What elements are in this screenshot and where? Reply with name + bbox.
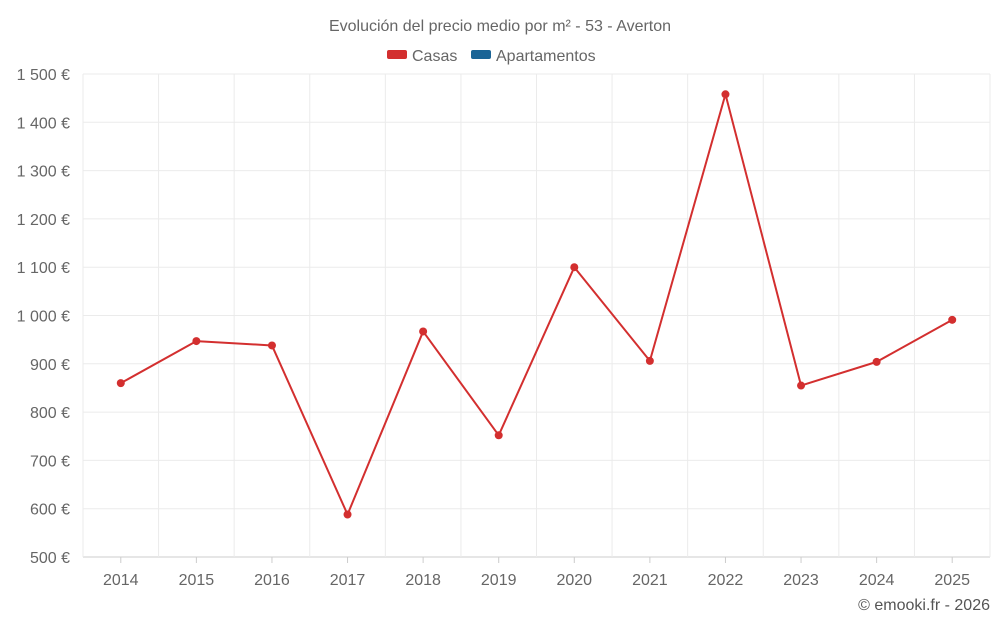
y-tick-label: 800 €: [30, 405, 70, 422]
data-point-casas-2023[interactable]: [797, 381, 806, 390]
legend-label-apartamentos: Apartamentos: [496, 48, 596, 65]
data-point-casas-2014[interactable]: [116, 379, 125, 388]
data-point-casas-2024[interactable]: [872, 357, 881, 366]
y-tick-label: 700 €: [30, 453, 70, 470]
y-tick-label: 1 000 €: [17, 309, 70, 326]
x-tick-label: 2018: [405, 572, 441, 589]
legend-item-casas[interactable]: Casas: [387, 48, 457, 65]
x-tick-label: 2024: [859, 572, 895, 589]
grid-lines: [82, 73, 991, 558]
data-point-casas-2017[interactable]: [343, 510, 352, 519]
x-tick-label: 2019: [481, 572, 517, 589]
x-tick-label: 2014: [103, 572, 139, 589]
x-axis-ticks: 2014 2015 2016 2017 2018 2019 2020 2021 2022 2023…: [103, 557, 970, 589]
legend-item-apartamentos[interactable]: Apartamentos: [471, 48, 596, 65]
data-point-casas-2020[interactable]: [570, 263, 579, 272]
y-tick-label: 500 €: [30, 550, 70, 567]
data-point-casas-2021[interactable]: [645, 356, 654, 365]
y-axis-ticks: 500 € 600 € 700 € 800 € 900 € 1 000 € 1 100 € 1…: [17, 67, 70, 567]
data-point-casas-2016[interactable]: [267, 341, 276, 350]
x-tick-label: 2025: [934, 572, 970, 589]
data-point-casas-2015[interactable]: [192, 337, 201, 346]
x-tick-label: 2021: [632, 572, 668, 589]
legend-swatch-casas: [387, 50, 407, 59]
data-point-casas-2019[interactable]: [494, 431, 503, 440]
y-tick-label: 1 400 €: [17, 115, 70, 132]
x-tick-label: 2017: [330, 572, 366, 589]
data-point-casas-2018[interactable]: [419, 327, 428, 336]
series-casas: [116, 90, 957, 519]
chart-title: Evolución del precio medio por m² - 53 -…: [329, 18, 671, 35]
legend: Casas Apartamentos: [387, 48, 596, 65]
y-tick-label: 1 300 €: [17, 164, 70, 181]
y-tick-label: 900 €: [30, 357, 70, 374]
x-tick-label: 2016: [254, 572, 290, 589]
y-tick-label: 1 200 €: [17, 212, 70, 229]
x-tick-label: 2015: [179, 572, 215, 589]
y-tick-label: 1 100 €: [17, 260, 70, 277]
x-tick-label: 2023: [783, 572, 819, 589]
credit-text: © emooki.fr - 2026: [858, 597, 990, 614]
y-tick-label: 1 500 €: [17, 67, 70, 84]
legend-label-casas: Casas: [412, 48, 457, 65]
x-tick-label: 2020: [556, 572, 592, 589]
y-tick-label: 600 €: [30, 502, 70, 519]
x-tick-label: 2022: [708, 572, 744, 589]
data-point-casas-2022[interactable]: [721, 90, 730, 99]
series-line-casas: [120, 93, 953, 516]
data-point-casas-2025[interactable]: [948, 315, 957, 324]
legend-swatch-apartamentos: [471, 50, 491, 59]
